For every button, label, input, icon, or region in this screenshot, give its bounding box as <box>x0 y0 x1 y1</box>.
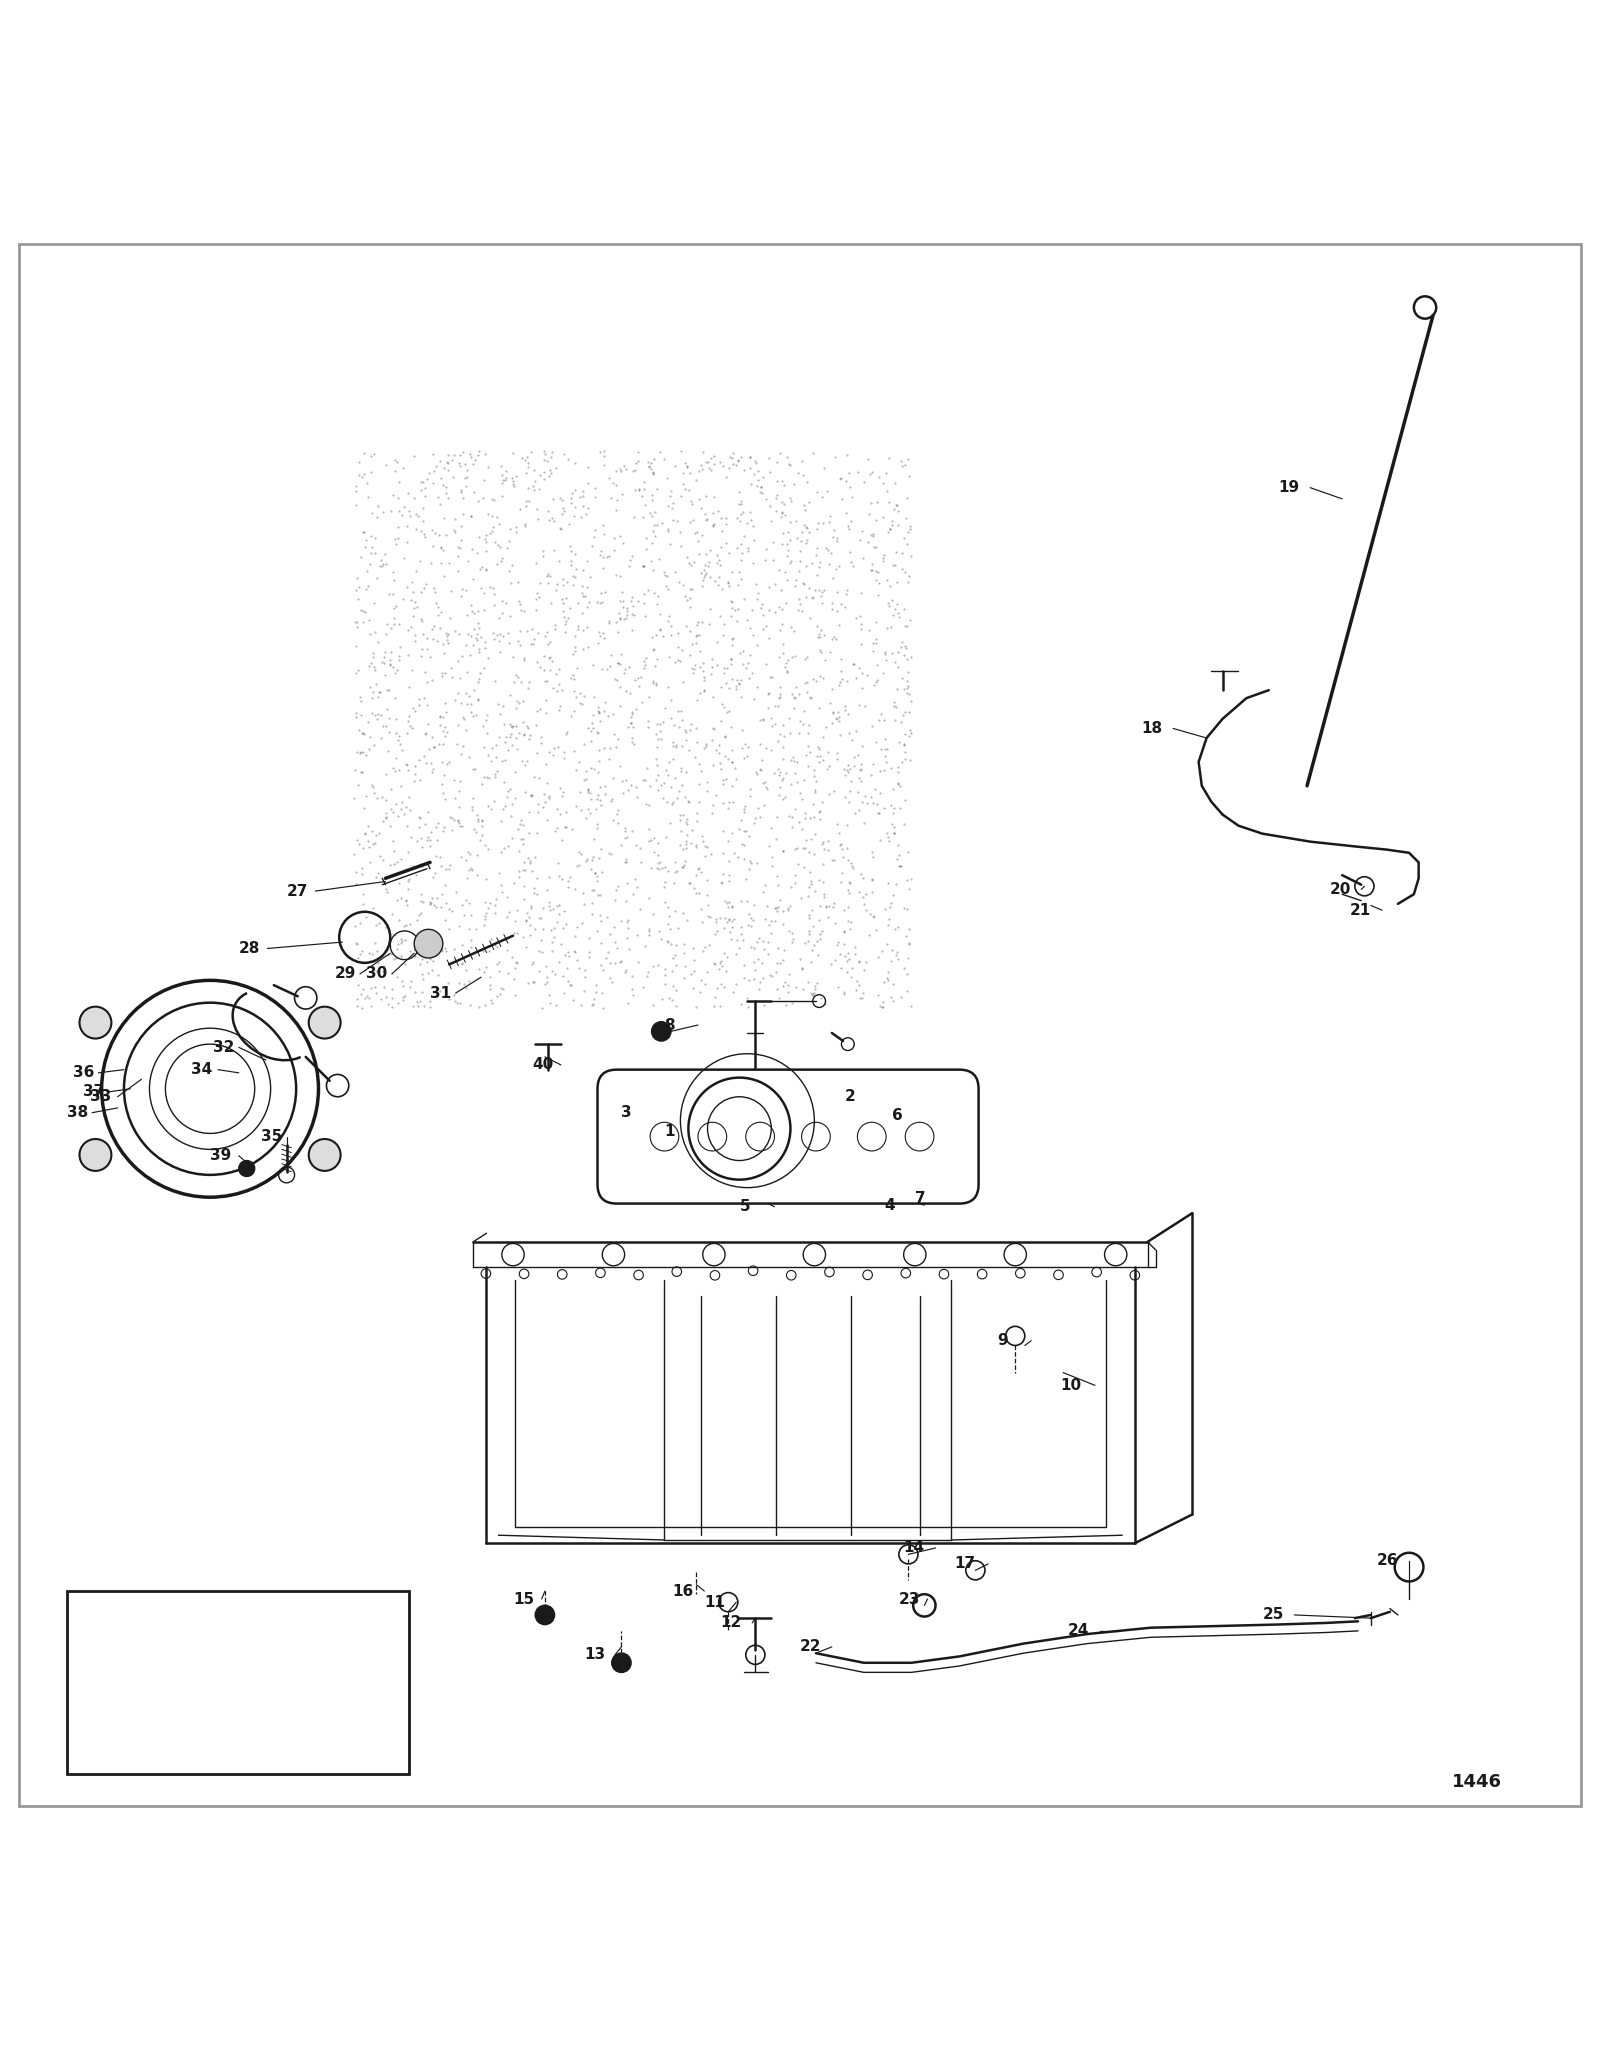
Text: 39: 39 <box>210 1148 232 1162</box>
Text: 31: 31 <box>430 986 451 1000</box>
Circle shape <box>309 1140 341 1171</box>
Text: 19: 19 <box>1278 480 1299 496</box>
Circle shape <box>80 1007 112 1039</box>
Circle shape <box>536 1605 555 1624</box>
Text: 22: 22 <box>800 1640 821 1654</box>
Circle shape <box>80 1140 112 1171</box>
Text: 32: 32 <box>213 1039 235 1056</box>
Text: 7: 7 <box>915 1191 925 1205</box>
Text: 23: 23 <box>899 1591 920 1607</box>
Text: 8: 8 <box>664 1017 675 1033</box>
Text: 9: 9 <box>998 1332 1008 1349</box>
Text: 25: 25 <box>1262 1607 1283 1622</box>
Circle shape <box>611 1652 630 1673</box>
Text: 21: 21 <box>1350 902 1371 918</box>
Text: 37: 37 <box>83 1084 104 1099</box>
Text: 14: 14 <box>904 1540 925 1556</box>
Text: 5: 5 <box>739 1199 750 1214</box>
Text: 11: 11 <box>704 1595 725 1609</box>
Text: 4: 4 <box>885 1197 894 1214</box>
Text: 13: 13 <box>584 1648 606 1663</box>
Text: 26: 26 <box>1378 1554 1398 1568</box>
Text: 42: 42 <box>190 1611 213 1626</box>
Text: 36: 36 <box>74 1066 94 1080</box>
Text: 20: 20 <box>1330 882 1350 898</box>
Text: 24: 24 <box>1067 1624 1090 1638</box>
Text: 2: 2 <box>845 1089 856 1105</box>
Text: 10: 10 <box>1059 1378 1082 1392</box>
Text: 41: 41 <box>262 1650 283 1665</box>
Text: 18: 18 <box>1141 722 1162 736</box>
Circle shape <box>238 1160 254 1177</box>
Text: 33: 33 <box>91 1089 112 1105</box>
Text: 38: 38 <box>67 1105 88 1119</box>
Text: 27: 27 <box>286 884 307 898</box>
FancyBboxPatch shape <box>67 1591 410 1775</box>
Circle shape <box>651 1021 670 1041</box>
Text: 6: 6 <box>893 1109 904 1123</box>
Text: 16: 16 <box>672 1583 694 1599</box>
Text: 35: 35 <box>261 1130 282 1144</box>
Text: 30: 30 <box>366 966 387 982</box>
Text: 17: 17 <box>955 1556 976 1572</box>
Text: 34: 34 <box>190 1062 213 1076</box>
FancyBboxPatch shape <box>597 1070 979 1203</box>
Text: Knock Sensor: Knock Sensor <box>86 1609 213 1628</box>
Text: 15: 15 <box>514 1591 534 1607</box>
Text: 1: 1 <box>664 1123 675 1140</box>
Text: 12: 12 <box>720 1615 741 1630</box>
Text: 41: 41 <box>262 1654 283 1671</box>
Text: 1446: 1446 <box>1451 1773 1501 1792</box>
Text: 40: 40 <box>533 1058 554 1072</box>
Text: 42: 42 <box>171 1617 194 1632</box>
Text: 29: 29 <box>334 966 355 982</box>
Text: 3: 3 <box>621 1105 632 1119</box>
Circle shape <box>309 1007 341 1039</box>
Circle shape <box>414 929 443 957</box>
Text: 28: 28 <box>238 941 261 955</box>
